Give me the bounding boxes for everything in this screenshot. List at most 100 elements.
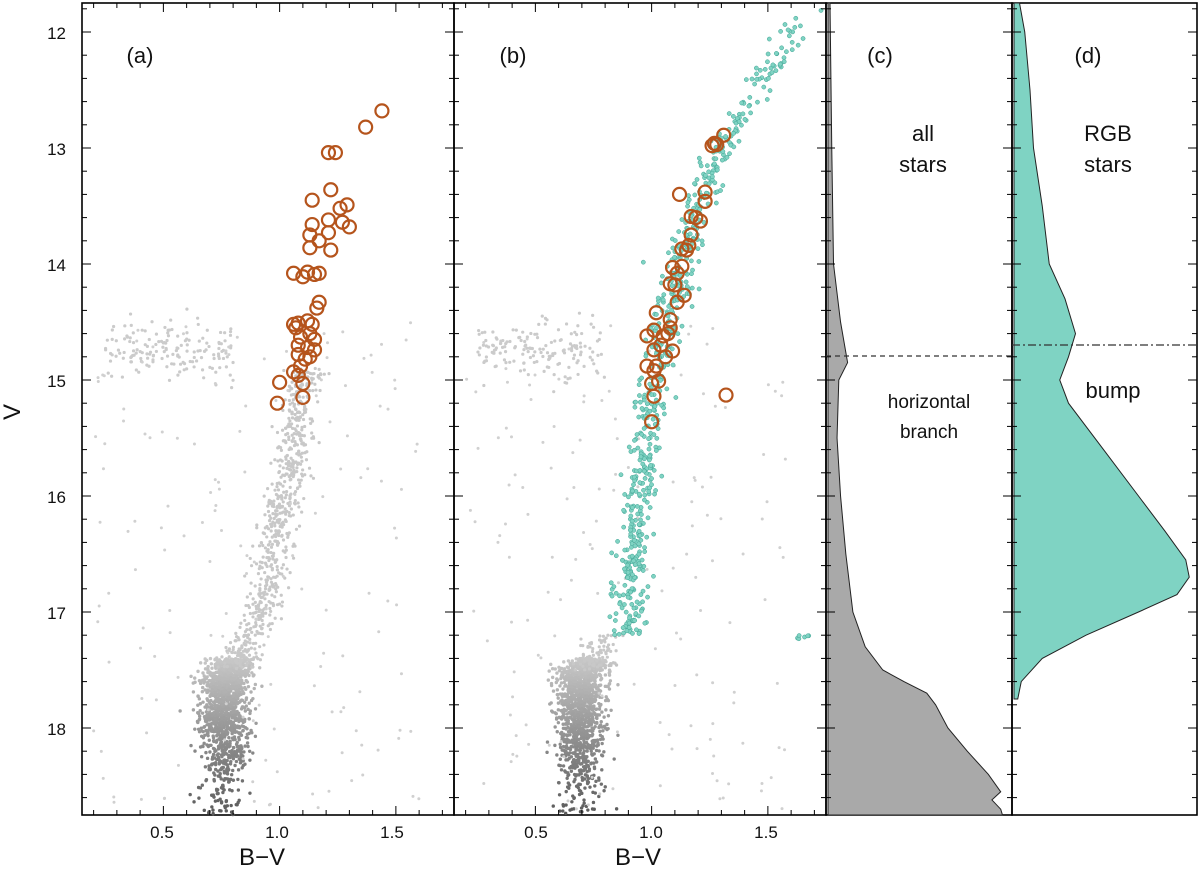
rgb-teal-point: [669, 307, 674, 313]
rgb-teal-point: [739, 100, 745, 106]
rgb-teal-point: [642, 476, 648, 481]
field-star-point: [218, 734, 222, 738]
field-star-point: [598, 673, 603, 677]
field-star-point: [274, 590, 278, 594]
field-star-point: [209, 671, 213, 675]
rgb-teal-point: [638, 592, 644, 597]
field-star-point: [600, 768, 604, 772]
field-star-point: [547, 357, 551, 362]
field-star-point: [571, 672, 576, 677]
field-star-point: [216, 791, 220, 796]
field-star-point: [522, 361, 526, 365]
field-star-point: [270, 621, 274, 626]
field-star-point: [174, 348, 178, 353]
field-star-point: [575, 661, 579, 666]
field-star-point: [199, 755, 204, 759]
field-star-point: [571, 451, 575, 455]
field-star-point: [240, 658, 244, 662]
field-star-point: [601, 655, 605, 660]
field-star-point: [297, 395, 301, 399]
field-star-point: [565, 712, 569, 716]
field-star-point: [214, 728, 219, 732]
field-star-point: [192, 350, 196, 354]
field-star-point: [271, 604, 276, 608]
field-star-point: [209, 763, 214, 767]
rgb-teal-point: [798, 23, 803, 29]
field-star-point: [132, 353, 136, 357]
field-star-point: [602, 750, 606, 754]
field-star-point: [504, 367, 508, 371]
rgb-teal-point: [637, 399, 643, 405]
field-star-point: [128, 339, 132, 344]
rgb-teal-point: [625, 569, 631, 575]
rgb-circled-star: [304, 192, 320, 208]
field-star-point: [214, 698, 218, 702]
field-star-point: [268, 606, 272, 611]
field-star-point: [509, 435, 513, 439]
field-star-point: [192, 355, 196, 360]
field-star-point: [327, 789, 331, 793]
field-star-point: [217, 341, 221, 346]
field-star-point: [732, 701, 736, 705]
field-star-point: [604, 652, 608, 656]
field-star-point: [593, 698, 598, 702]
field-star-point: [584, 760, 588, 765]
field-star-point: [222, 707, 226, 712]
rgb-teal-point: [660, 273, 665, 279]
field-star-point: [572, 353, 577, 357]
field-star-point: [579, 806, 584, 810]
rgb-teal-point: [669, 283, 675, 289]
field-star-point: [518, 335, 522, 339]
field-star-point: [253, 734, 258, 739]
field-star-point: [207, 764, 211, 768]
field-star-point: [202, 674, 206, 678]
field-star-point: [221, 634, 225, 638]
rgb-teal-point: [795, 42, 801, 48]
rgb-teal-point: [757, 67, 763, 73]
field-star-point: [167, 378, 172, 382]
field-star-point: [287, 384, 291, 388]
field-star-point: [526, 350, 530, 354]
field-star-point: [276, 496, 280, 501]
field-star-point: [220, 749, 224, 753]
field-star-point: [267, 575, 271, 579]
field-star-point: [581, 765, 586, 769]
field-star-point: [596, 371, 600, 375]
rgb-teal-point: [622, 492, 628, 497]
field-star-point: [289, 477, 293, 481]
field-star-point: [205, 690, 209, 695]
field-star-point: [218, 366, 222, 370]
field-star-point: [564, 694, 569, 699]
field-star-point: [217, 706, 222, 711]
field-star-point: [290, 401, 295, 405]
rgb-teal-point: [785, 27, 791, 33]
field-star-point: [199, 355, 204, 360]
field-star-point: [282, 490, 286, 494]
field-star-point: [586, 709, 590, 713]
field-star-point: [570, 800, 574, 804]
field-star-point: [213, 687, 218, 691]
field-star-point: [341, 654, 345, 658]
field-star-point: [273, 616, 277, 620]
field-star-point: [231, 778, 236, 782]
field-star-point: [143, 329, 147, 333]
rgb-teal-point: [765, 59, 770, 65]
field-star-point: [504, 361, 508, 365]
field-star-point: [226, 651, 230, 655]
field-star-point: [550, 667, 555, 671]
field-star-point: [512, 670, 516, 674]
field-star-point: [258, 658, 263, 662]
field-star-point: [96, 376, 100, 380]
field-star-point: [200, 689, 205, 694]
field-star-point: [778, 546, 782, 550]
field-star-point: [226, 765, 230, 770]
field-star-point: [244, 678, 248, 683]
rgb-teal-point: [731, 114, 736, 119]
rgb-teal-point: [630, 505, 635, 510]
field-star-point: [281, 408, 285, 412]
field-star-point: [496, 436, 500, 440]
field-star-point: [594, 716, 599, 720]
field-star-point: [561, 764, 566, 768]
field-star-point: [570, 724, 574, 729]
field-star-point: [482, 340, 486, 344]
